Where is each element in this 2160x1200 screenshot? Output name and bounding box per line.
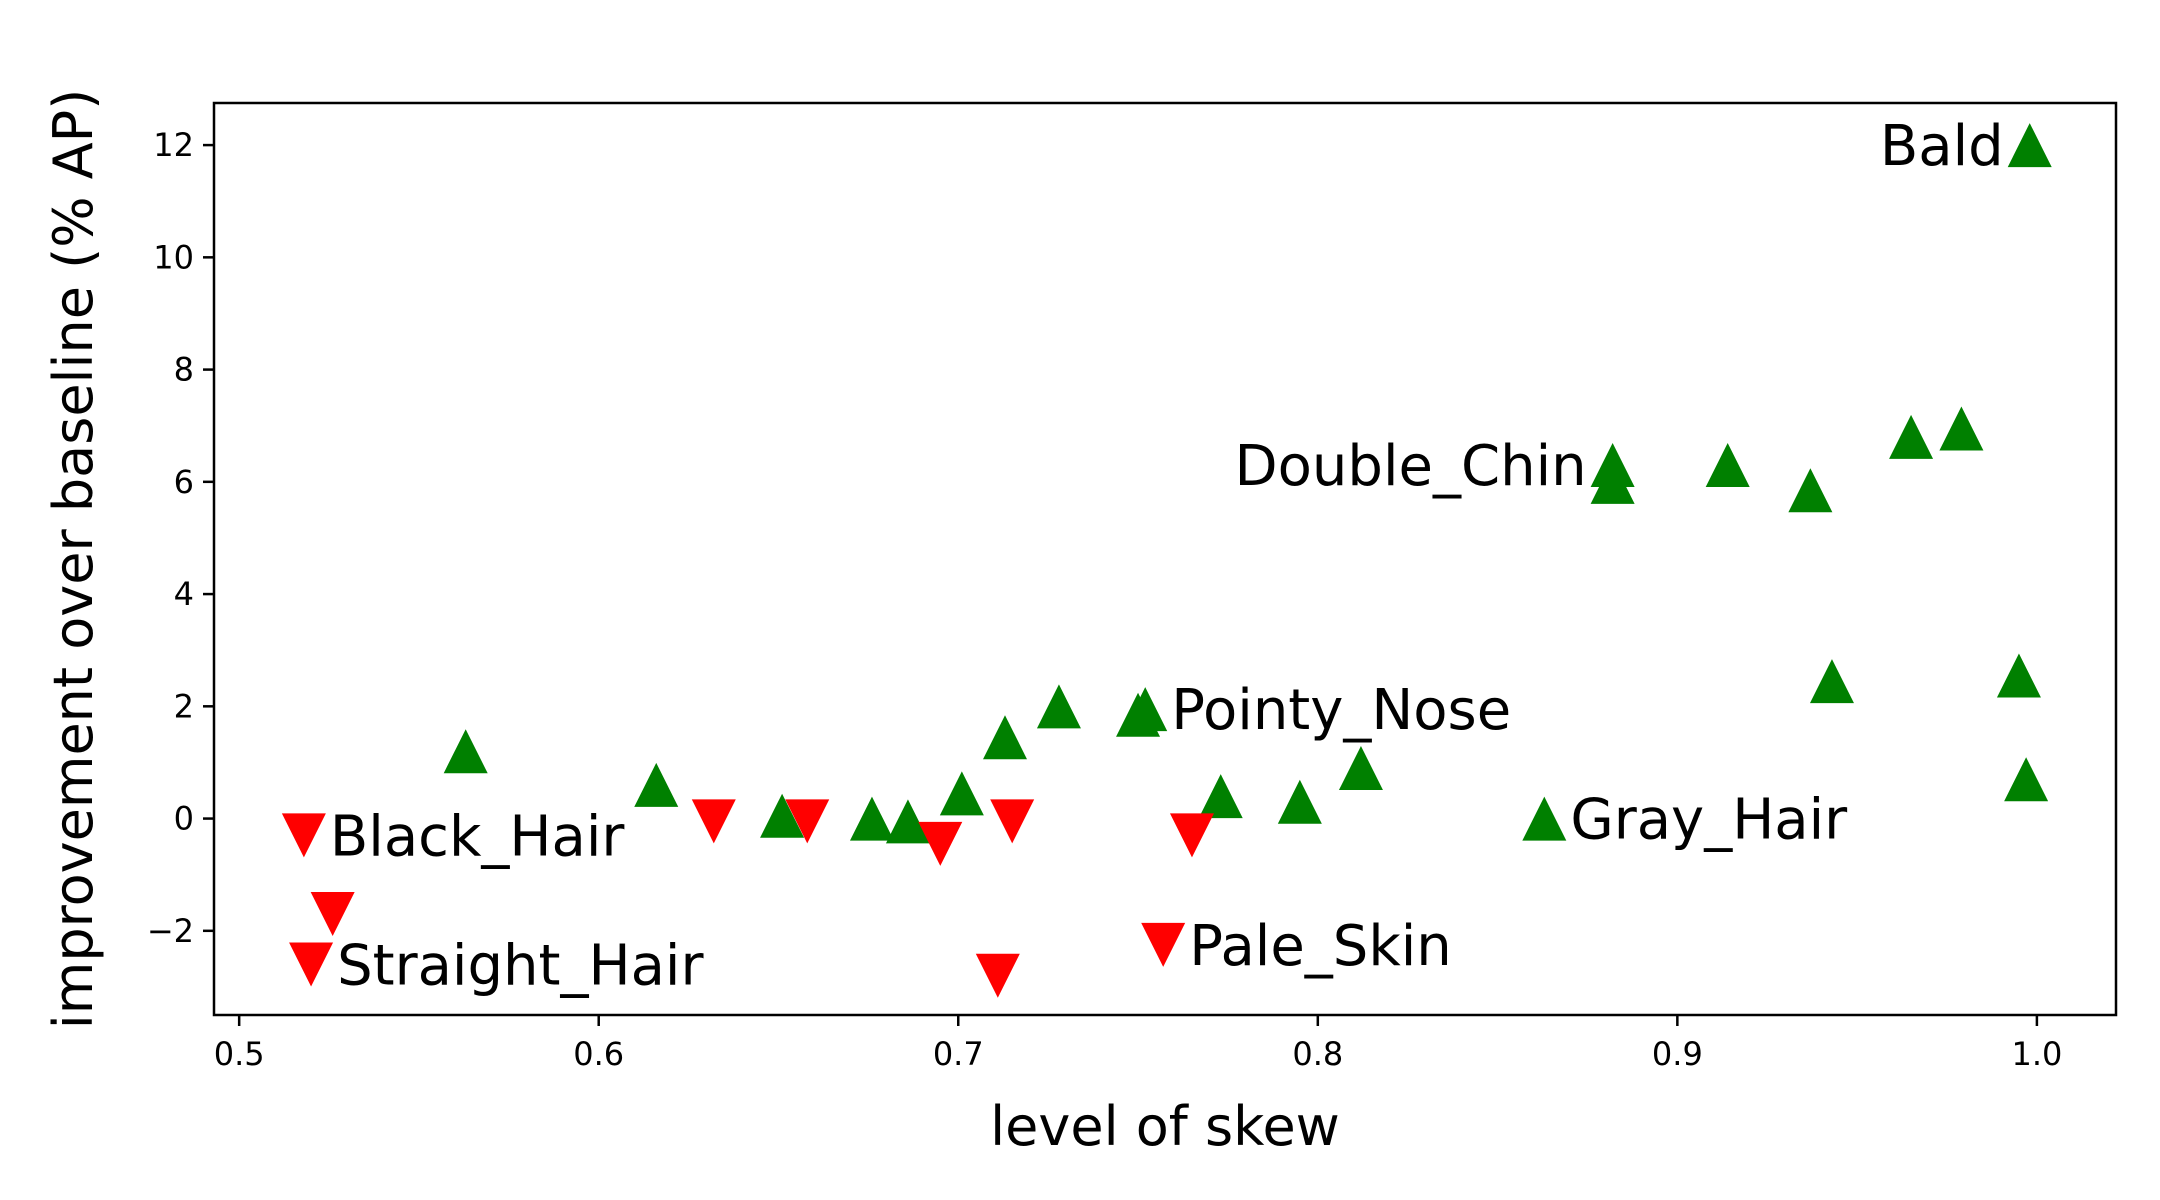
positive-point: [1036, 684, 1081, 729]
negative-point: [918, 821, 963, 866]
positive-point: [1277, 779, 1322, 824]
negative-point: [310, 891, 355, 936]
y-tick-label: −2: [147, 912, 194, 950]
positive-point: [760, 793, 805, 838]
positive-point: [1123, 687, 1168, 732]
x-tick-label: 0.6: [573, 1035, 624, 1073]
positive-point: [1889, 414, 1934, 459]
x-axis-label: level of skew: [990, 1095, 1340, 1158]
negative-point: [691, 799, 736, 844]
annotation-label: Double_Chin: [1235, 434, 1587, 499]
negative-point: [1169, 813, 1214, 858]
y-tick-label: 10: [153, 238, 194, 276]
plot-frame: [212, 101, 2118, 1017]
positive-point: [885, 799, 930, 844]
negative-point: [289, 942, 334, 987]
annotation-label: Gray_Hair: [1570, 788, 1848, 853]
positive-point: [1198, 774, 1243, 819]
y-tick-label: 0: [174, 800, 194, 838]
negative-point: [975, 953, 1020, 998]
y-tick-label: 6: [174, 463, 194, 501]
annotation-label: Pale_Skin: [1189, 914, 1452, 979]
positive-point: [1590, 459, 1635, 504]
y-tick-label: 12: [153, 126, 194, 164]
x-tick-label: 0.9: [1652, 1035, 1703, 1073]
negative-point: [990, 799, 1035, 844]
positive-point: [2004, 757, 2049, 802]
data-marks: [281, 123, 2052, 998]
y-tick-label: 8: [174, 351, 194, 389]
negative-point: [281, 813, 326, 858]
positive-point: [2007, 123, 2052, 168]
annotation-label: Pointy_Nose: [1171, 678, 1511, 743]
annotation-label: Straight_Hair: [337, 933, 704, 998]
point-annotations: Bald Double_Chin Pointy_Nose Gray_Hair Black…: [330, 114, 2004, 998]
negative-point: [1141, 922, 1186, 967]
positive-point: [1788, 468, 1833, 513]
y-tick-label: 4: [174, 575, 194, 613]
positive-point: [1705, 442, 1750, 487]
annotation-label: Black_Hair: [330, 804, 625, 869]
x-tick-label: 0.7: [933, 1035, 984, 1073]
positive-point: [1809, 659, 1854, 704]
annotation-label: Bald: [1880, 114, 2004, 179]
positive-point: [939, 771, 984, 816]
y-axis-ticks: −2 0 2 4 6 8 10 12: [147, 126, 214, 950]
x-tick-label: 0.8: [1292, 1035, 1343, 1073]
positive-point: [1939, 406, 1984, 451]
y-axis-label: improvement over baseline (% AP): [42, 89, 105, 1030]
positive-point: [443, 729, 488, 774]
negative-point: [785, 799, 830, 844]
positive-point: [634, 762, 679, 807]
positive-point: [983, 715, 1028, 760]
y-tick-label: 2: [174, 687, 194, 725]
positive-point: [1338, 746, 1383, 791]
positive-point: [849, 796, 894, 841]
positive-point: [1996, 653, 2041, 698]
x-axis-ticks: 0.5 0.6 0.7 0.8 0.9 1.0: [214, 1015, 2062, 1073]
x-tick-label: 0.5: [214, 1035, 265, 1073]
positive-point: [1522, 796, 1567, 841]
x-tick-label: 1.0: [2011, 1035, 2062, 1073]
